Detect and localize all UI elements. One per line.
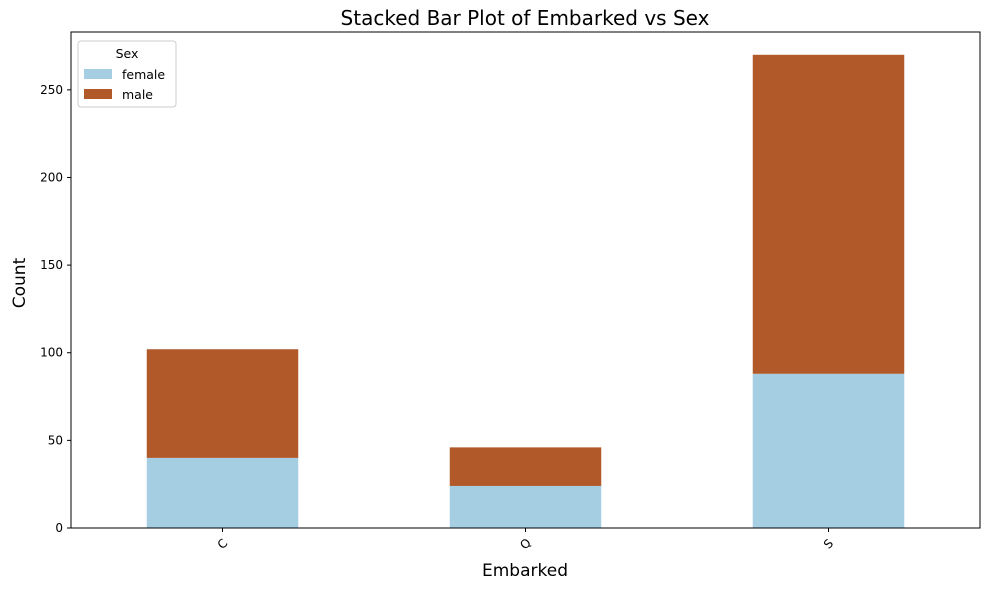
y-axis-title: Count — [10, 257, 30, 308]
legend: Sex female male — [77, 40, 177, 108]
bar-Q-male — [449, 447, 602, 486]
legend-swatch-male — [84, 89, 112, 99]
bars-layer — [146, 54, 905, 528]
legend-label-female: female — [122, 67, 165, 82]
y-tick-label: 50 — [48, 433, 63, 447]
chart-title: Stacked Bar Plot of Embarked vs Sex — [341, 6, 710, 30]
bar-Q-female — [449, 485, 602, 528]
y-tick-label: 250 — [40, 83, 63, 97]
x-tick-label-C: C — [215, 536, 231, 552]
legend-title: Sex — [116, 46, 139, 61]
legend-swatch-female — [84, 69, 112, 79]
legend-label-male: male — [122, 87, 153, 102]
x-tick-label-Q: Q — [517, 536, 534, 553]
y-tick-label: 0 — [55, 521, 63, 535]
y-axis: 0 50 100 150 200 250 — [40, 83, 71, 535]
bar-C-male — [146, 349, 299, 458]
bar-S-male — [752, 54, 905, 374]
y-tick-label: 100 — [40, 346, 63, 360]
y-tick-label: 150 — [40, 258, 63, 272]
bar-C-female — [146, 457, 299, 528]
y-tick-label: 200 — [40, 170, 63, 184]
x-tick-label-S: S — [821, 536, 836, 551]
bar-S-female — [752, 373, 905, 528]
x-axis-title: Embarked — [482, 561, 568, 581]
